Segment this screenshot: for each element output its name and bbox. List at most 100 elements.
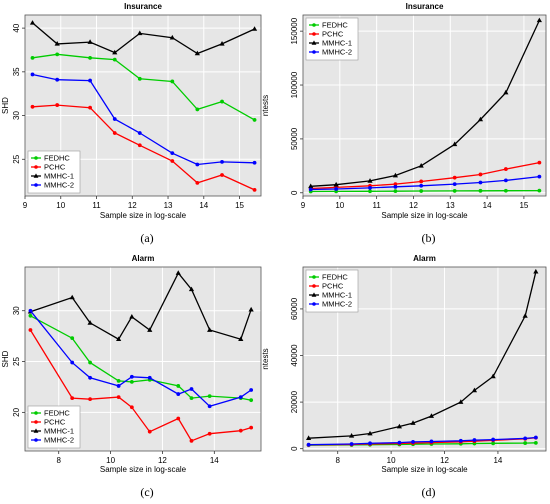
chart-title: Alarm [413,254,436,263]
series-mmhc-2 [306,435,538,447]
legend-label: MMHC-1 [322,39,352,48]
data-point [248,306,254,312]
data-point [195,162,200,167]
legend-label: FEDHC [322,21,348,30]
x-axis-label: Sample size in log-scale [100,211,187,220]
series-mmhc-1 [27,270,254,341]
data-point [251,26,258,31]
legend-label: PCHC [322,30,344,39]
data-point [116,395,121,400]
data-point [418,163,424,168]
data-point [70,396,75,401]
data-point [188,286,195,292]
data-point [28,328,33,332]
series-mmhc-2 [28,308,254,409]
data-point [392,172,399,178]
data-point [220,173,224,177]
series-mmhc-1 [308,17,542,189]
data-point [137,30,143,36]
data-point [207,327,213,332]
data-point [29,20,36,25]
legend-marker [34,165,38,169]
legend-label: FEDHC [44,154,70,163]
x-tick-label: 10 [335,201,344,210]
legend-marker [312,302,316,306]
legend-marker [312,275,316,279]
legend-marker [34,156,38,160]
data-point [207,394,212,399]
data-point [306,435,312,440]
data-point [393,184,398,189]
data-point [88,360,92,365]
y-tick-label: 35 [12,67,21,76]
data-point [537,188,542,193]
chart-title: Alarm [132,254,155,263]
data-point [195,107,200,112]
y-tick-label: 30 [12,306,21,315]
data-point [536,17,542,23]
data-point [137,76,142,81]
data-point [88,55,92,60]
data-point [137,131,142,135]
data-point [88,375,92,380]
y-tick-label: 40 [12,23,21,32]
legend-marker [34,438,38,442]
data-point [458,438,463,443]
series-mmhc-1 [29,20,258,56]
data-point [189,438,194,443]
y-tick-label: 150000 [290,17,299,44]
series-mmhc-1 [306,268,539,440]
data-point [419,179,424,184]
y-tick-label: 30 [12,111,21,120]
data-point [170,159,175,163]
legend-marker [34,183,38,187]
x-tick-label: 12 [128,201,137,210]
legend-label: MMHC-2 [322,48,352,57]
data-point [87,320,93,325]
data-point [219,41,225,46]
series-mmhc-2 [30,72,257,167]
legend-marker [312,50,316,54]
data-point [55,52,60,57]
data-point [367,178,373,183]
legend-label: PCHC [44,418,66,427]
legend-label: PCHC [322,282,344,291]
data-point [207,404,212,409]
legend-label: MMHC-1 [44,427,74,436]
data-point [411,440,415,444]
data-point [112,117,117,121]
legend-marker [312,23,316,27]
y-axis-label: ntests [261,348,270,369]
data-point [207,431,212,436]
x-tick-label: 14 [493,456,502,465]
data-point [70,336,75,341]
data-point [349,442,354,446]
data-point [112,131,117,135]
x-tick-label: 13 [164,201,173,210]
data-point [368,441,372,446]
data-point [147,375,152,380]
data-point [238,395,243,400]
x-tick-label: 14 [199,201,208,210]
data-point [491,441,496,446]
legend-marker [34,420,38,424]
data-point [478,188,483,193]
data-point [533,268,539,274]
x-tick-label: 14 [210,456,219,465]
data-point [452,189,457,193]
plot-frame [24,14,262,197]
data-point [334,187,339,191]
data-point [70,360,75,365]
data-point [397,440,402,445]
x-tick-label: 9 [23,201,28,210]
data-point [249,398,254,403]
data-point [537,174,542,179]
panel-caption: (a) [140,231,153,245]
data-point [522,313,528,318]
data-point [368,186,372,190]
data-point [116,336,122,341]
y-tick-label: 20 [12,407,21,416]
data-point [238,428,243,433]
